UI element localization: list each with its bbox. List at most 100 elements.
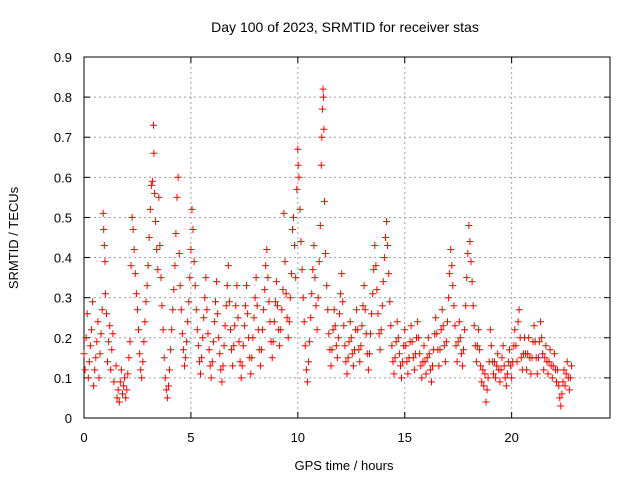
data-point [157, 274, 165, 282]
data-point [318, 105, 326, 113]
data-point [383, 218, 391, 225]
data-point [286, 294, 294, 302]
data-point [515, 306, 523, 314]
data-point [222, 302, 230, 310]
data-point [258, 346, 265, 354]
data-point [112, 362, 120, 370]
data-point [388, 342, 396, 350]
data-point [81, 366, 89, 374]
data-point [499, 342, 507, 350]
data-point [319, 85, 327, 93]
data-point [549, 362, 557, 370]
data-point [307, 314, 315, 322]
data-point [92, 354, 100, 362]
data-point [540, 366, 548, 374]
data-point [197, 370, 204, 378]
data-point [221, 322, 229, 330]
data-point [481, 370, 489, 378]
data-point [229, 362, 237, 370]
data-point [183, 338, 191, 346]
data-point [385, 270, 393, 278]
data-point [82, 334, 90, 342]
data-point [560, 366, 568, 374]
data-point [507, 362, 515, 370]
data-point [105, 338, 113, 346]
data-point [190, 258, 198, 266]
data-point [320, 125, 328, 133]
data-point [407, 322, 415, 330]
data-point [228, 346, 235, 354]
data-point [546, 346, 554, 354]
data-point [148, 177, 156, 185]
data-point [94, 318, 102, 326]
data-point [448, 262, 456, 270]
data-point [252, 274, 260, 282]
data-point [461, 326, 469, 334]
data-point [320, 93, 327, 101]
data-point [86, 342, 94, 350]
data-point [182, 354, 190, 362]
y-tick-label: 0.8 [54, 90, 72, 105]
data-point [137, 366, 145, 374]
data-point [91, 366, 99, 374]
data-point [134, 306, 141, 314]
data-point [482, 398, 490, 406]
data-point [162, 386, 170, 394]
data-point [108, 346, 116, 354]
data-point [227, 326, 234, 334]
data-point [538, 334, 546, 342]
data-point [382, 234, 389, 241]
data-point [207, 374, 215, 382]
data-point [511, 326, 519, 334]
data-point [498, 354, 506, 362]
data-point [283, 314, 291, 322]
data-point [462, 302, 470, 310]
data-point [422, 370, 430, 378]
data-point [241, 302, 249, 310]
data-point [550, 350, 558, 358]
data-point [158, 302, 166, 310]
data-point [156, 242, 164, 249]
data-point [331, 322, 339, 330]
data-point [167, 346, 175, 354]
data-point [88, 326, 95, 334]
data-point [338, 270, 346, 278]
data-point [239, 342, 247, 350]
data-point [340, 322, 348, 330]
data-point [387, 322, 395, 330]
data-point [97, 330, 105, 338]
data-point [561, 382, 569, 390]
data-point [185, 298, 193, 306]
data-point [122, 394, 130, 402]
data-point [349, 362, 357, 370]
data-point [480, 382, 488, 390]
data-point [460, 346, 467, 354]
data-point [101, 258, 109, 266]
data-point [115, 398, 123, 406]
data-point [89, 298, 97, 306]
data-point [568, 362, 575, 370]
data-point [150, 149, 158, 157]
data-point [414, 318, 422, 326]
data-point [384, 242, 392, 249]
data-point [360, 282, 368, 290]
data-point [324, 306, 332, 314]
data-point [251, 294, 259, 302]
data-point [198, 354, 206, 362]
data-point [127, 262, 135, 270]
data-point [486, 326, 494, 334]
data-point [441, 358, 449, 366]
data-point [235, 338, 243, 346]
data-point [225, 298, 233, 306]
data-point [554, 366, 562, 374]
data-point [397, 362, 404, 370]
data-point [524, 350, 532, 358]
data-point [297, 238, 305, 245]
data-point [120, 382, 128, 390]
data-point [209, 338, 217, 346]
data-point [555, 382, 563, 390]
data-point [453, 358, 461, 366]
data-point [170, 286, 178, 294]
data-point [189, 226, 197, 233]
